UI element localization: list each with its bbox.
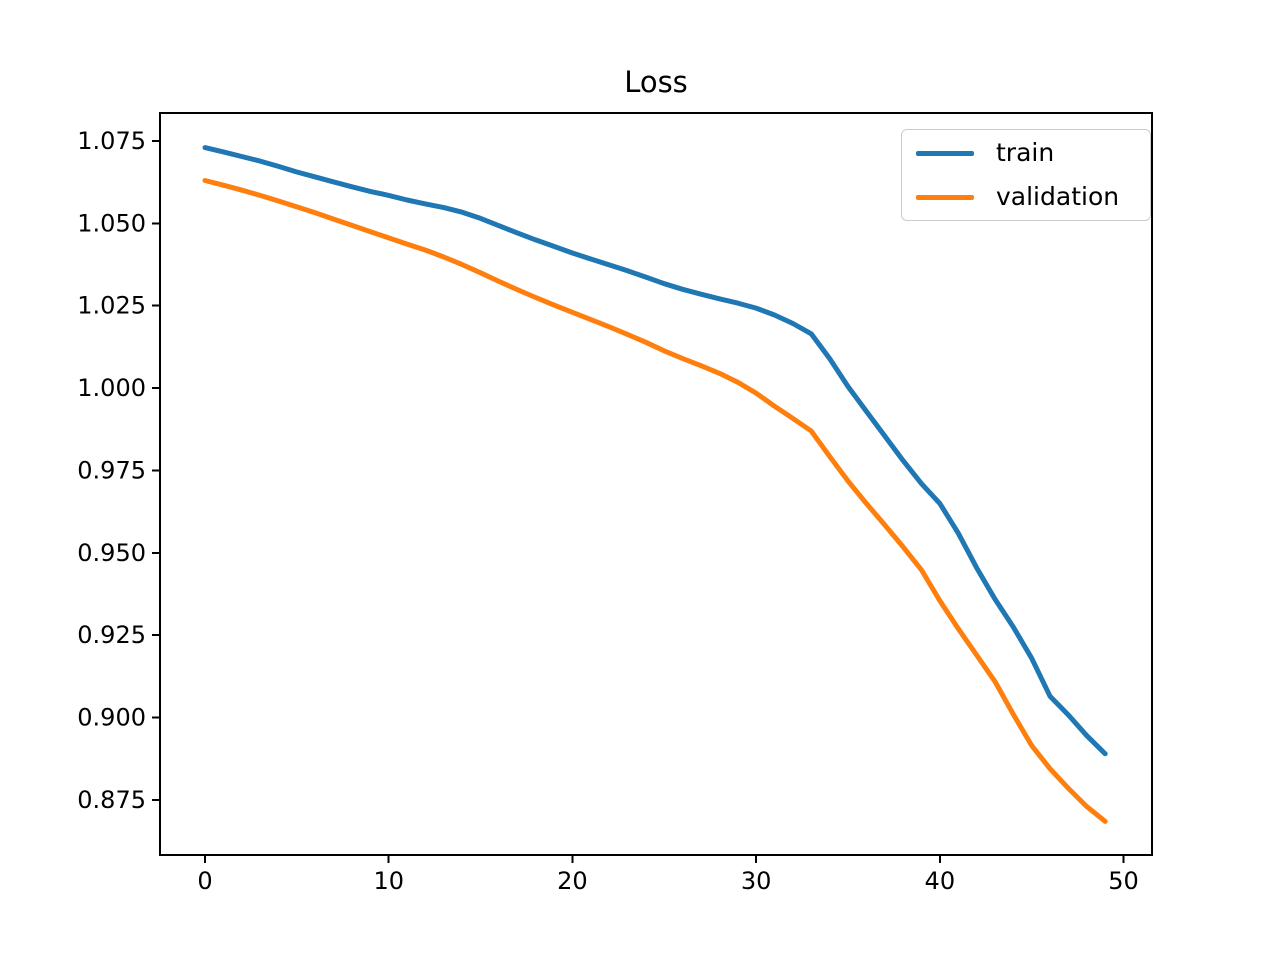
- axes-spines: [159, 112, 1153, 856]
- legend-item-train: train: [914, 138, 1138, 168]
- x-tick-label: 0: [197, 867, 212, 895]
- y-tick-label: 1.025: [77, 292, 146, 320]
- legend-label-validation: validation: [996, 182, 1120, 211]
- y-tick-label: 0.975: [77, 456, 146, 484]
- legend: train validation: [901, 129, 1151, 221]
- legend-item-validation: validation: [914, 182, 1138, 212]
- legend-label-train: train: [996, 138, 1055, 167]
- x-tick-label: 50: [1108, 867, 1139, 895]
- x-tick-label: 10: [373, 867, 404, 895]
- y-tick-label: 1.075: [77, 127, 146, 155]
- train-line: [202, 145, 1108, 757]
- y-tick-label: 0.950: [77, 539, 146, 567]
- train-line-swatch: [916, 150, 974, 156]
- y-tick-label: 1.000: [77, 374, 146, 402]
- y-tick-label: 1.050: [77, 209, 146, 237]
- y-tick-label: 0.900: [77, 704, 146, 732]
- x-tick-label: 40: [925, 867, 956, 895]
- x-tick-label: 30: [741, 867, 772, 895]
- chart-title: Loss: [624, 65, 688, 99]
- x-tick-label: 20: [557, 867, 588, 895]
- y-tick-label: 0.875: [77, 786, 146, 814]
- y-tick-label: 0.925: [77, 621, 146, 649]
- validation-line-swatch: [916, 194, 974, 200]
- validation-line: [202, 178, 1108, 824]
